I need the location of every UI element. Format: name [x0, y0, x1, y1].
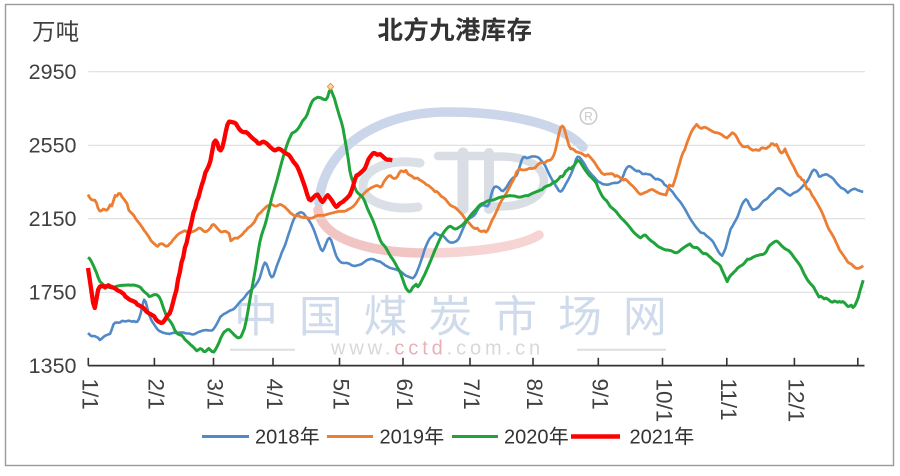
svg-text:1/1: 1/1	[77, 379, 102, 410]
svg-text:1350: 1350	[29, 354, 77, 378]
svg-text:2950: 2950	[29, 60, 77, 84]
svg-text:9/1: 9/1	[587, 379, 612, 410]
svg-text:6/1: 6/1	[392, 379, 417, 410]
svg-text:8/1: 8/1	[522, 379, 547, 410]
svg-text:www.cctd.com.cn: www.cctd.com.cn	[330, 338, 544, 360]
svg-text:7/1: 7/1	[459, 379, 484, 410]
svg-text:10/1: 10/1	[652, 379, 677, 423]
svg-text:3/1: 3/1	[203, 379, 228, 410]
svg-text:5/1: 5/1	[329, 379, 354, 410]
svg-text:12/1: 12/1	[783, 379, 808, 423]
svg-text:R: R	[584, 110, 593, 124]
svg-text:2550: 2550	[29, 134, 77, 158]
svg-text:2019: 2019	[380, 427, 425, 449]
svg-text:2018: 2018	[255, 427, 300, 449]
svg-text:2021: 2021	[630, 427, 675, 449]
svg-text:1750: 1750	[29, 281, 77, 305]
svg-text:2150: 2150	[29, 207, 77, 231]
svg-text:2020: 2020	[504, 427, 549, 449]
svg-text:11/1: 11/1	[716, 379, 741, 421]
svg-text:4/1: 4/1	[262, 379, 287, 410]
svg-text:2/1: 2/1	[143, 379, 168, 410]
